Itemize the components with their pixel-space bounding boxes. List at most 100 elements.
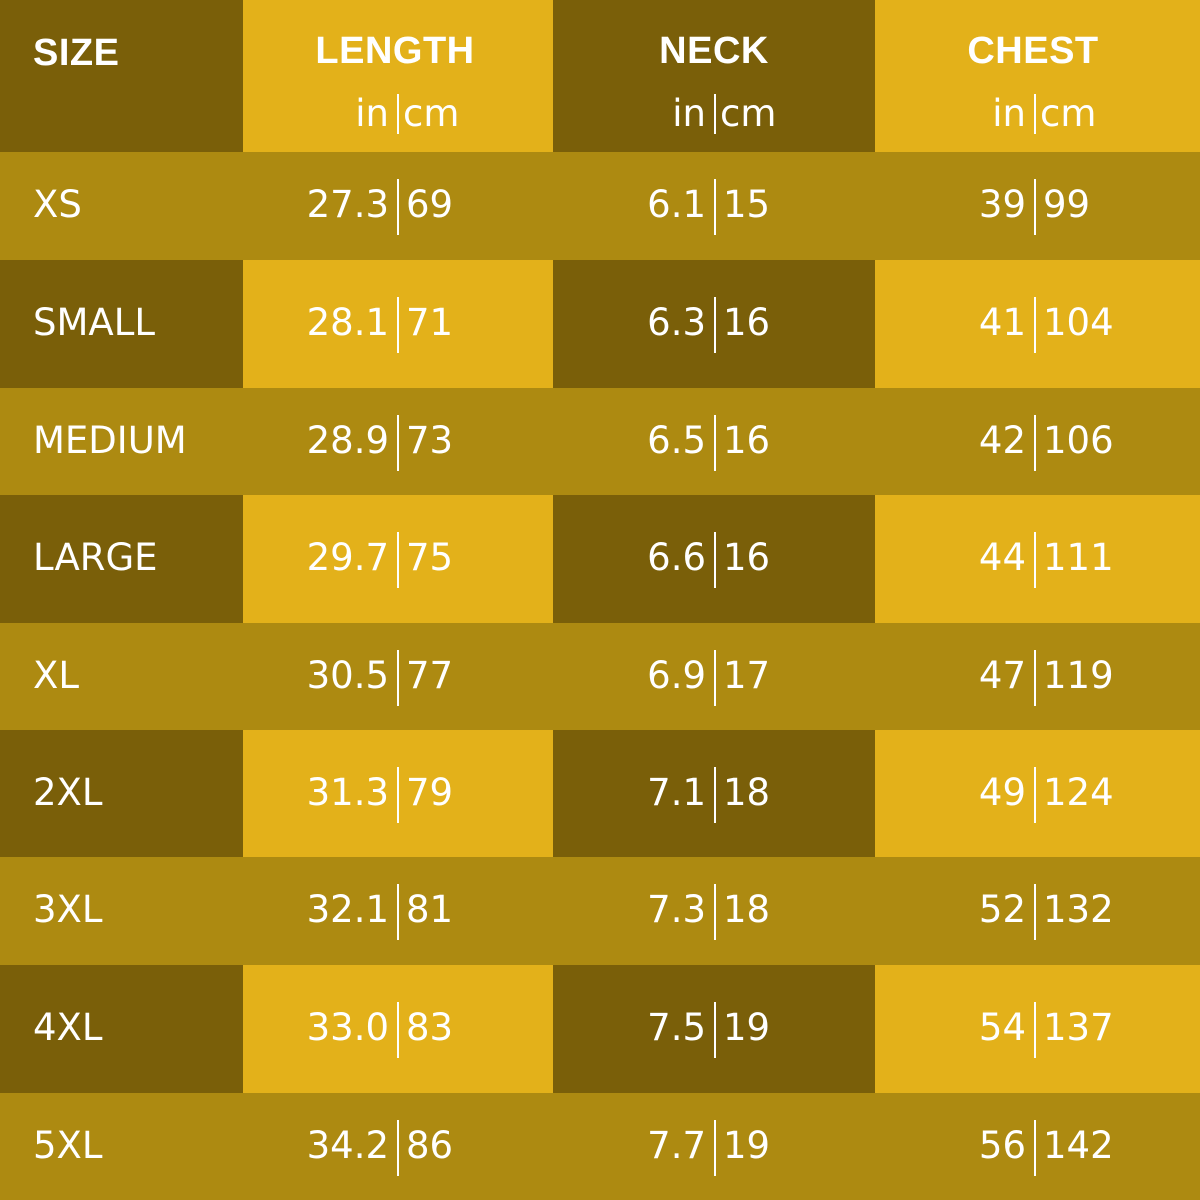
value-neck-cm: 16 — [723, 301, 771, 344]
value-separator — [714, 766, 716, 823]
value-length-in: 30.5 — [306, 653, 389, 697]
value-chest-in: 54 — [978, 1006, 1026, 1049]
value-neck-in: 6.9 — [647, 653, 706, 697]
value-length-cm: 75 — [406, 536, 454, 579]
value-separator — [714, 649, 716, 706]
value-length-in: 28.1 — [306, 301, 389, 344]
size-label: 3XL — [33, 888, 103, 931]
size-label: 2XL — [33, 770, 103, 814]
value-separator — [1034, 1119, 1036, 1176]
header-unit-separator — [714, 94, 716, 134]
value-neck-in: 7.5 — [647, 1006, 706, 1049]
header-unit-in: in — [992, 92, 1026, 135]
value-length-cm: 86 — [406, 1123, 454, 1167]
table-row-band — [0, 857, 1200, 965]
size-label: XS — [33, 183, 82, 226]
value-neck-cm: 19 — [723, 1123, 771, 1167]
value-neck-cm: 18 — [723, 888, 771, 931]
table-cell-bg — [875, 495, 1200, 623]
value-length-cm: 69 — [406, 183, 454, 226]
size-label: MEDIUM — [33, 418, 187, 462]
value-neck-in: 6.5 — [647, 418, 706, 462]
value-separator — [1034, 297, 1036, 353]
value-separator — [397, 649, 399, 706]
value-chest-in: 41 — [978, 301, 1026, 344]
value-separator — [397, 297, 399, 353]
value-separator — [714, 532, 716, 588]
value-neck-cm: 17 — [723, 653, 771, 697]
value-length-in: 34.2 — [306, 1123, 389, 1167]
header-unit-cm: cm — [1040, 92, 1097, 135]
value-chest-in: 47 — [978, 653, 1026, 697]
header-unit-cm: cm — [403, 92, 460, 135]
value-neck-in: 7.1 — [647, 770, 706, 814]
value-neck-cm: 16 — [723, 536, 771, 579]
table-cell-bg — [0, 0, 243, 152]
value-length-cm: 71 — [406, 301, 454, 344]
value-chest-cm: 119 — [1043, 653, 1114, 697]
value-separator — [1034, 1002, 1036, 1058]
value-separator — [397, 1002, 399, 1058]
size-label: SMALL — [33, 301, 155, 344]
value-length-in: 32.1 — [306, 888, 389, 931]
value-chest-in: 56 — [978, 1123, 1026, 1167]
header-chest: CHEST — [967, 30, 1099, 72]
value-length-cm: 77 — [406, 653, 454, 697]
value-neck-cm: 18 — [723, 770, 771, 814]
value-length-cm: 73 — [406, 418, 454, 462]
value-separator — [714, 1119, 716, 1176]
value-chest-in: 44 — [978, 536, 1026, 579]
value-chest-cm: 142 — [1043, 1123, 1114, 1167]
value-neck-in: 6.3 — [647, 301, 706, 344]
value-chest-in: 42 — [978, 418, 1026, 462]
table-row-band — [0, 152, 1200, 260]
value-separator — [397, 884, 399, 940]
value-chest-cm: 132 — [1043, 888, 1114, 931]
header-unit-in: in — [355, 92, 389, 135]
table-cell-bg — [0, 730, 243, 857]
value-length-in: 27.3 — [306, 183, 389, 226]
value-separator — [397, 766, 399, 823]
table-row-band — [0, 1093, 1200, 1200]
table-row-band — [0, 388, 1200, 495]
table-cell-bg — [875, 260, 1200, 388]
table-cell-bg — [0, 260, 243, 388]
value-length-cm: 79 — [406, 770, 454, 814]
value-neck-in: 6.6 — [647, 536, 706, 579]
header-neck: NECK — [659, 30, 769, 72]
header-unit-separator — [397, 94, 399, 134]
header-unit-in: in — [672, 92, 706, 135]
value-neck-cm: 19 — [723, 1006, 771, 1049]
size-label: 4XL — [33, 1006, 103, 1049]
table-row-band — [0, 623, 1200, 730]
size-label: 5XL — [33, 1123, 103, 1167]
value-separator — [1034, 884, 1036, 940]
value-neck-cm: 16 — [723, 418, 771, 462]
value-neck-in: 6.1 — [647, 183, 706, 226]
size-label: XL — [33, 653, 79, 697]
value-separator — [397, 179, 399, 235]
table-cell-bg — [875, 730, 1200, 857]
value-separator — [1034, 766, 1036, 823]
value-length-in: 33.0 — [306, 1006, 389, 1049]
value-neck-in: 7.7 — [647, 1123, 706, 1167]
value-separator — [397, 1119, 399, 1176]
value-neck-cm: 15 — [723, 183, 771, 226]
value-separator — [1034, 179, 1036, 235]
value-separator — [714, 179, 716, 235]
value-separator — [714, 297, 716, 353]
value-separator — [1034, 532, 1036, 588]
table-cell-bg — [0, 495, 243, 623]
value-chest-in: 52 — [978, 888, 1026, 931]
header-unit-cm: cm — [720, 92, 777, 135]
value-separator — [397, 414, 399, 471]
value-chest-cm: 99 — [1043, 183, 1091, 226]
value-length-in: 29.7 — [306, 536, 389, 579]
value-separator — [714, 414, 716, 471]
value-chest-cm: 111 — [1043, 536, 1114, 579]
value-separator — [397, 532, 399, 588]
table-cell-bg — [875, 965, 1200, 1093]
table-cell-bg — [875, 0, 1200, 152]
value-separator — [1034, 649, 1036, 706]
header-length: LENGTH — [315, 30, 475, 72]
